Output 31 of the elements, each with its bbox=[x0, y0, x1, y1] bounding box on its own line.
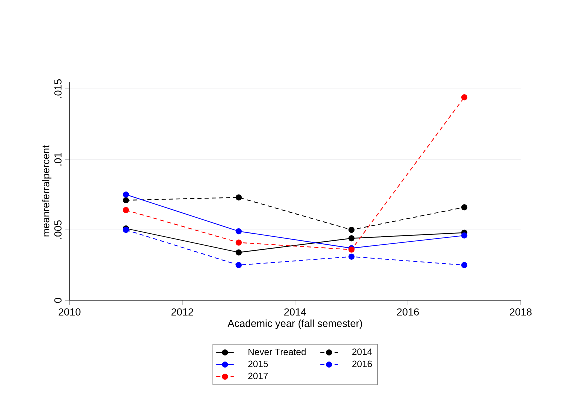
point bbox=[348, 227, 355, 234]
x-tick-label: 2016 bbox=[397, 308, 420, 316]
point bbox=[461, 204, 468, 211]
point bbox=[348, 235, 355, 242]
point bbox=[236, 194, 242, 201]
point bbox=[461, 232, 468, 239]
point bbox=[348, 254, 355, 260]
point bbox=[123, 192, 130, 198]
legend-label: Never Treated bbox=[248, 348, 306, 356]
point bbox=[236, 250, 242, 256]
y-axis-title: meanreferralpercent bbox=[42, 145, 52, 237]
x-tick-label: 2014 bbox=[284, 308, 306, 316]
point bbox=[236, 262, 242, 268]
point bbox=[236, 228, 242, 235]
legend-label: 2015 bbox=[248, 360, 268, 368]
point bbox=[461, 262, 468, 268]
legend-label: 2016 bbox=[352, 360, 372, 368]
y-tick-label: .005 bbox=[54, 220, 62, 240]
y-tick-label: 0 bbox=[54, 298, 62, 304]
point bbox=[461, 94, 468, 101]
x-axis-title: Academic year (fall semester) bbox=[228, 320, 362, 330]
legend-label: 2017 bbox=[248, 372, 268, 380]
y-tick-label: .01 bbox=[54, 152, 62, 166]
x-tick-label: 2012 bbox=[172, 308, 194, 316]
y-tick-label: .015 bbox=[54, 80, 62, 98]
legend-label: 2014 bbox=[352, 348, 372, 356]
point bbox=[123, 207, 130, 214]
point bbox=[236, 240, 242, 246]
point bbox=[123, 197, 130, 204]
x-tick-label: 2010 bbox=[58, 308, 81, 316]
x-tick-label: 2018 bbox=[510, 308, 532, 316]
